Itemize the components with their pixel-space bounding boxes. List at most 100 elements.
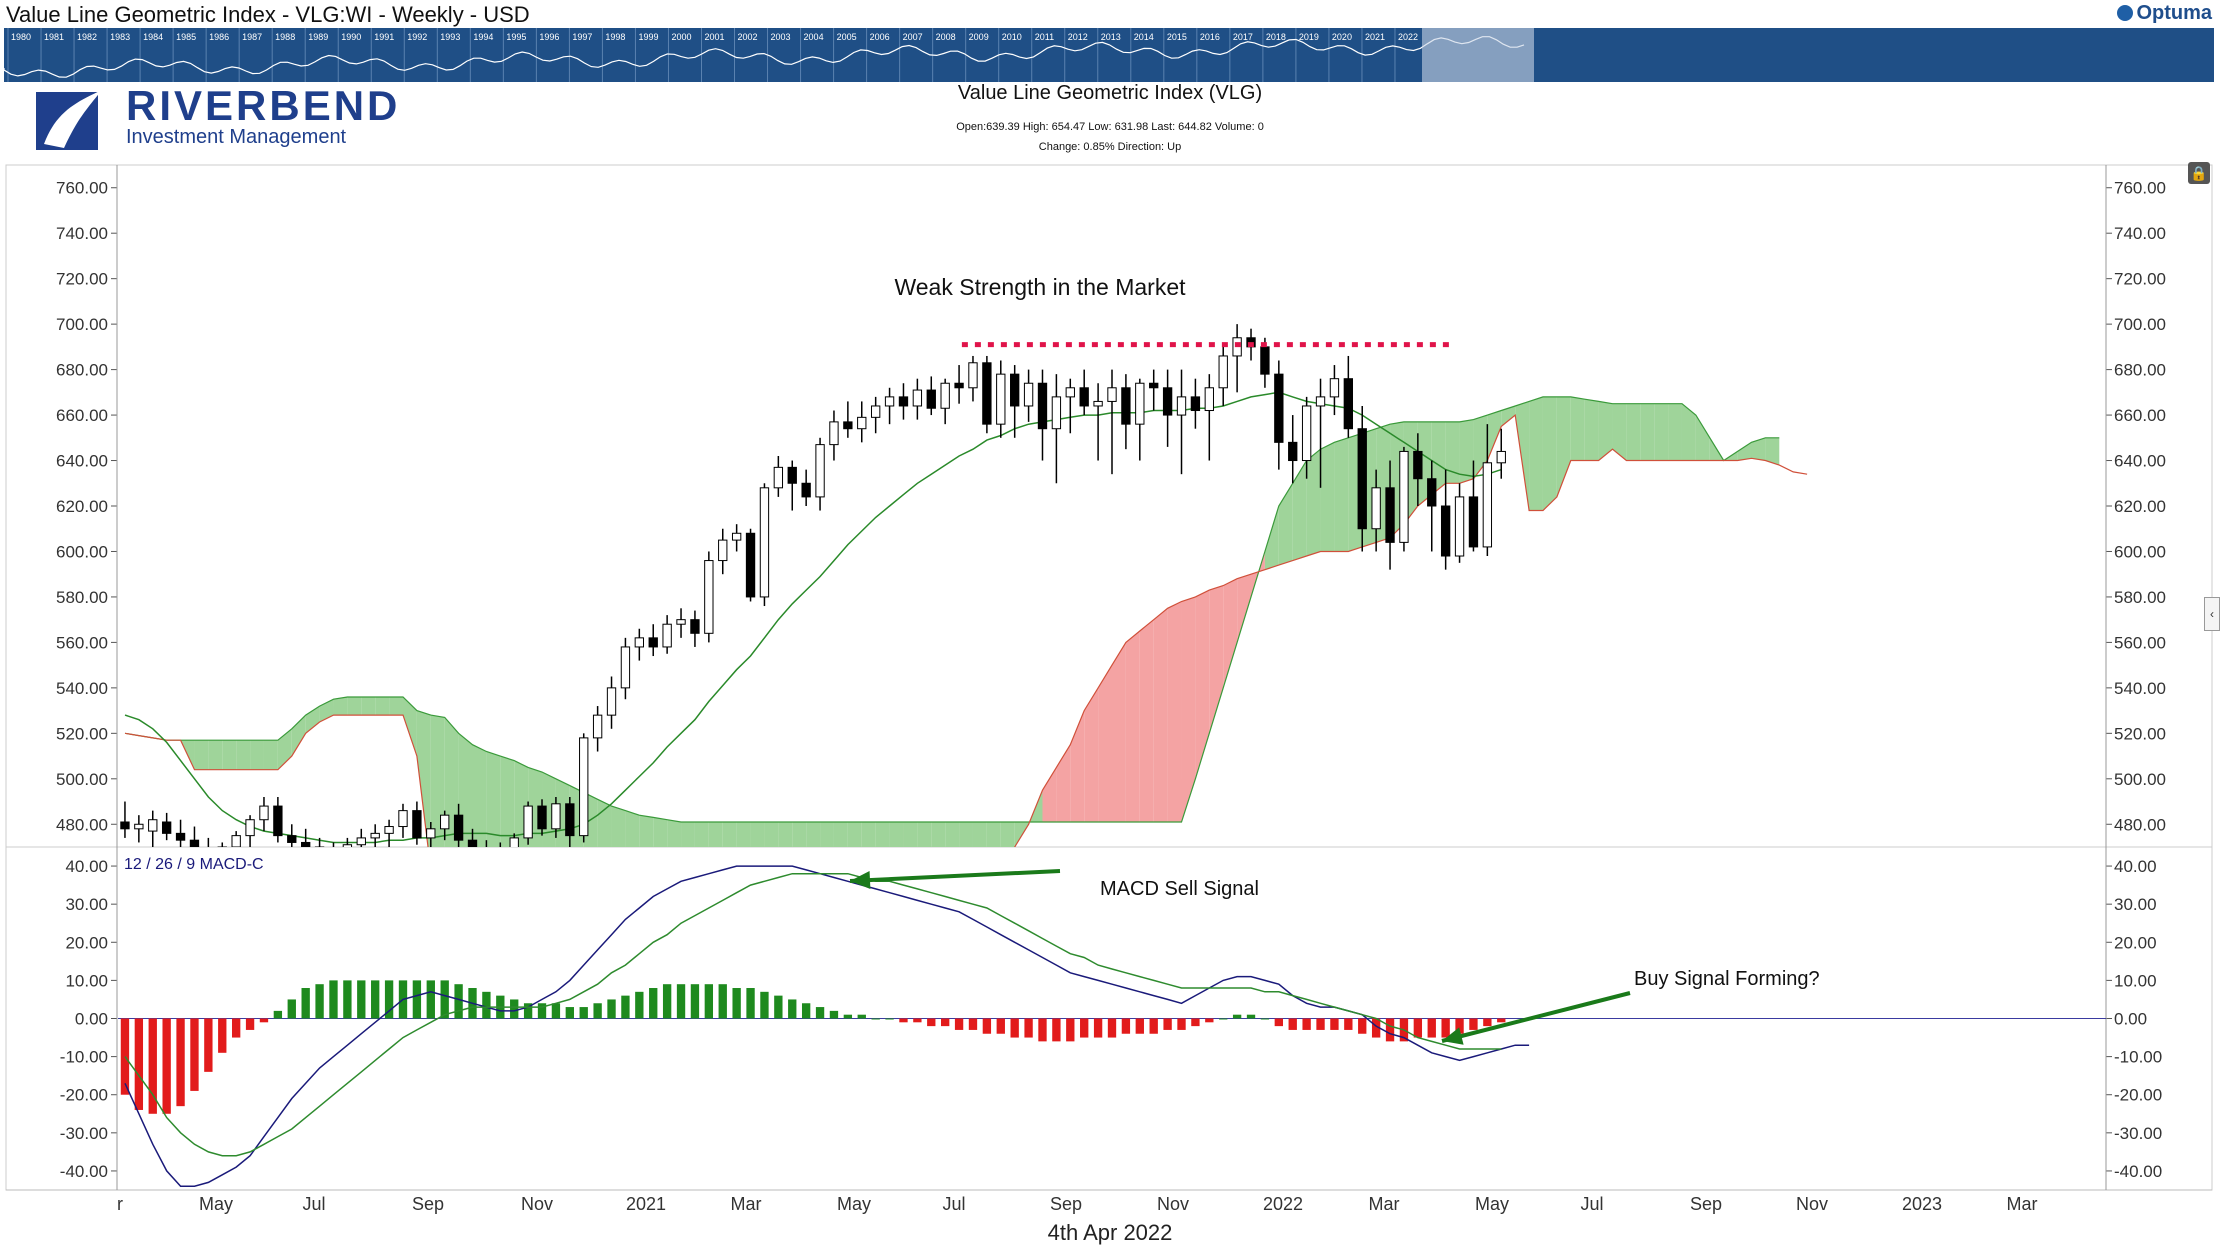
macd-histogram-bar: [315, 984, 324, 1019]
cloud-segment: [694, 821, 709, 847]
candle-body: [1454, 496, 1465, 557]
x-tick-label: r: [117, 1194, 123, 1214]
candle-body: [287, 835, 297, 843]
cloud-segment: [555, 778, 570, 847]
macd-histogram-bar: [1010, 1018, 1019, 1038]
macd-histogram-bar: [801, 1003, 811, 1019]
candle-body: [620, 646, 631, 689]
candle-body: [1288, 441, 1298, 462]
macd-histogram-bar: [204, 1018, 213, 1072]
candle-body: [1427, 478, 1437, 507]
macd-histogram-bar: [1024, 1018, 1033, 1038]
macd-histogram-bar: [1427, 1018, 1436, 1038]
candle-body: [1218, 355, 1228, 389]
strip-year-label: 1990: [341, 32, 361, 42]
macd-signal-line: [124, 872, 1502, 1157]
macd-histogram-bar: [1205, 1018, 1214, 1023]
macd-histogram-bar: [1316, 1018, 1325, 1030]
x-tick-label: Mar: [731, 1194, 762, 1214]
macd-tick-label-left: 30.00: [65, 895, 108, 914]
strip-year-label: 1989: [308, 32, 328, 42]
strip-year-label: 2007: [903, 32, 923, 42]
strip-year-label: 1992: [407, 32, 427, 42]
optuma-logo-icon: [2117, 5, 2134, 21]
strip-viewport-window: [1422, 28, 1534, 82]
macd-histogram-bar: [635, 991, 644, 1019]
price-tick-label-left: 500.00: [56, 770, 108, 789]
cloud-segment: [959, 821, 973, 847]
cloud-segment: [889, 821, 904, 847]
candle-body: [912, 389, 923, 407]
strip-year-label: 2015: [1167, 32, 1187, 42]
chevron-left-icon[interactable]: ‹: [2204, 597, 2220, 631]
candle-body: [1329, 378, 1340, 398]
lock-icon[interactable]: 🔒: [2188, 162, 2210, 184]
strip-year-label: 1996: [539, 32, 559, 42]
candle-body: [773, 466, 784, 489]
macd-histogram-bar: [1274, 1018, 1283, 1027]
strip-year-label: 1987: [242, 32, 262, 42]
window-title: Value Line Geometric Index - VLG:WI - We…: [6, 2, 530, 27]
cloud-segment: [542, 771, 556, 847]
riverbend-logo-icon: [36, 90, 102, 150]
macd-histogram-bar: [968, 1018, 978, 1030]
macd-histogram-bar: [148, 1018, 157, 1114]
cloud-segment: [945, 821, 960, 847]
cloud-segment: [667, 819, 682, 847]
strip-year-label: 1998: [605, 32, 625, 42]
price-tick-label-right: 520.00: [2114, 724, 2166, 743]
candle-body: [384, 826, 394, 834]
optuma-logo: Optuma: [2117, 2, 2212, 25]
cloud-segment: [1098, 665, 1112, 822]
strip-year-label: 2001: [704, 32, 724, 42]
x-tick-label: 2023: [1902, 1194, 1942, 1214]
candle-body: [718, 539, 728, 562]
candle-body: [1204, 387, 1214, 412]
candle-body: [1496, 450, 1506, 464]
macd-histogram-bar: [704, 984, 714, 1019]
candle-body: [509, 837, 519, 847]
cloud-segment: [1501, 405, 1516, 427]
chart-canvas[interactable]: 760.00 760.00 740.00 740.00 720.00 720.00 700.…: [0, 0, 2220, 1215]
ichimoku-cloud: [124, 396, 1808, 847]
macd-histogram-bar: [1302, 1018, 1311, 1030]
macd-histogram-bar: [621, 995, 630, 1019]
overview-strip[interactable]: 1980 1981 1982 1983 1984 1985 1986 1987 1988 1989…: [3, 28, 2214, 82]
cloud-segment: [1542, 396, 1557, 511]
strip-year-label: 2020: [1332, 32, 1352, 42]
macd-histogram-bar: [899, 1018, 908, 1023]
annotation-macd-sell: MACD Sell Signal: [1100, 878, 1259, 900]
macd-histogram-bar: [1149, 1018, 1158, 1034]
x-tick-label: Jul: [302, 1194, 325, 1214]
macd-histogram-bar: [384, 980, 394, 1019]
macd-histogram-bar: [176, 1018, 185, 1107]
price-tick-label-left: 720.00: [56, 270, 108, 289]
candle-body: [356, 837, 366, 846]
candle-body: [565, 803, 575, 837]
cloud-segment: [1598, 401, 1613, 461]
macd-histogram-bar: [523, 1003, 533, 1019]
strip-year-label: 2022: [1398, 32, 1418, 42]
cloud-segment: [236, 740, 251, 770]
macd-histogram-bar: [1469, 1018, 1478, 1030]
cloud-segment: [347, 696, 362, 716]
macd-histogram-bar: [1455, 1018, 1464, 1034]
candle-body: [1315, 396, 1326, 407]
price-tick-label-left: 600.00: [56, 542, 108, 561]
candle-body: [1482, 462, 1493, 548]
cloud-segment: [1042, 767, 1057, 822]
cloud-segment: [1626, 403, 1641, 461]
candle-body: [1051, 396, 1062, 430]
macd-histogram-bar: [690, 984, 700, 1019]
macd-histogram-bar: [273, 1010, 283, 1019]
macd-histogram-bar: [607, 999, 616, 1019]
macd-title: 12 / 26 / 9 MACD-C: [124, 856, 264, 873]
macd-tick-label-right: -30.00: [2114, 1124, 2162, 1143]
macd-histogram-bar: [815, 1007, 825, 1019]
moving-average: [124, 391, 1502, 844]
candle-body: [412, 810, 422, 839]
candle-body: [829, 421, 839, 446]
cloud-segment: [778, 821, 793, 847]
candle-body: [996, 373, 1006, 425]
stats-line-1: Open:639.39 High: 654.47 Low: 631.98 Las…: [956, 121, 1264, 133]
